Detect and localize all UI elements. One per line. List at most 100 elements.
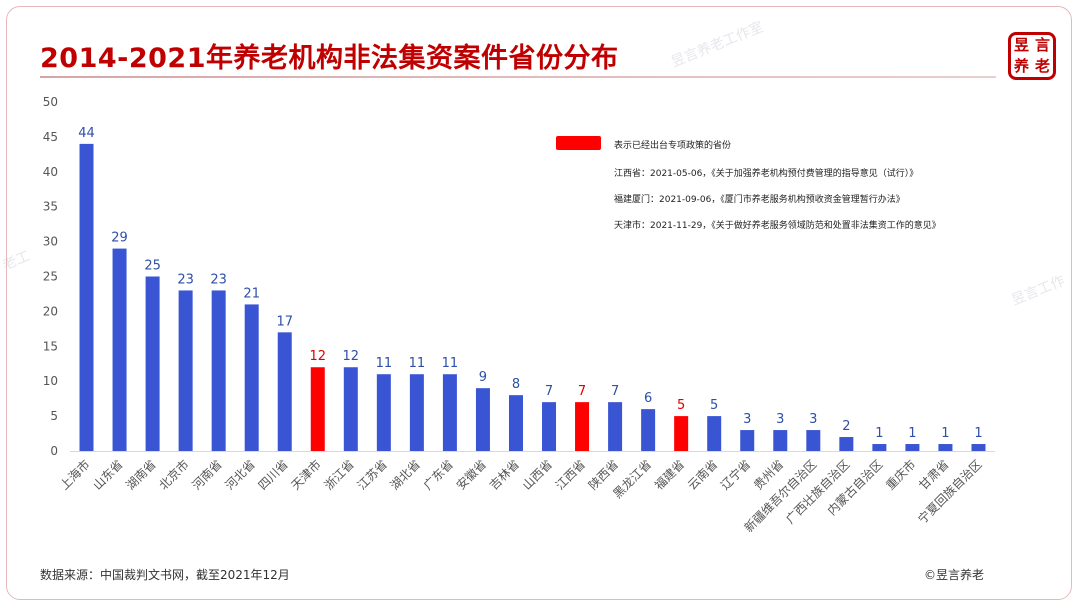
data-label: 44 [78, 126, 95, 141]
bar-天津市 [310, 367, 325, 451]
data-label: 7 [611, 384, 619, 399]
title-divider [40, 76, 996, 78]
data-label: 11 [409, 356, 426, 371]
data-label: 5 [710, 398, 718, 413]
x-tick-label: 湖南省 [123, 457, 159, 493]
data-label: 12 [309, 349, 326, 364]
slide-frame [6, 6, 1072, 600]
data-label: 5 [677, 398, 685, 413]
bar-甘肃省 [938, 444, 953, 451]
data-label: 11 [442, 356, 459, 371]
x-tick-label: 上海市 [57, 457, 93, 493]
data-label: 1 [941, 426, 949, 441]
bar-河南省 [211, 290, 226, 451]
data-source: 数据来源：中国裁判文书网，截至2021年12月 [40, 568, 290, 582]
bar-山东省 [112, 248, 127, 451]
seal-char: 言 [1034, 36, 1050, 54]
x-tick-label: 辽宁省 [717, 457, 753, 493]
bar-广东省 [442, 374, 457, 451]
data-label: 1 [908, 426, 916, 441]
bar-重庆市 [905, 444, 920, 451]
x-tick-label: 山东省 [90, 457, 125, 492]
bar-内蒙古自治区 [872, 444, 887, 451]
x-tick-label: 天津市 [288, 457, 324, 493]
bar-江苏省 [376, 374, 391, 451]
x-tick-label: 江西省 [553, 457, 588, 492]
bar-上海市 [79, 143, 94, 451]
y-tick-label: 40 [43, 165, 58, 179]
bar-安徽省 [475, 388, 490, 451]
x-tick-label: 湖北省 [387, 457, 423, 493]
y-tick-label: 20 [43, 304, 58, 318]
data-label: 7 [545, 384, 553, 399]
data-label: 23 [177, 272, 194, 287]
y-tick-label: 30 [43, 235, 58, 249]
x-tick-label: 广东省 [421, 457, 456, 492]
data-label: 17 [276, 314, 293, 329]
policy-note-jiangxi: 江西省：2021-05-06，《关于加强养老机构预付费管理的指导意见（试行）》 [614, 169, 919, 179]
x-tick-label: 四川省 [255, 457, 290, 492]
bar-吉林省 [508, 395, 523, 451]
bar-陕西省 [608, 402, 623, 451]
data-label: 3 [776, 412, 784, 427]
bar-浙江省 [343, 367, 358, 451]
seal-char: 养 [1013, 57, 1029, 75]
x-tick-label: 安徽省 [453, 457, 489, 493]
x-tick-label: 江苏省 [355, 457, 390, 492]
data-label: 1 [974, 426, 982, 441]
policy-note-tianjin: 天津市：2021-11-29，《关于做好养老服务领域防范和处置非法集资工作的意见… [614, 221, 941, 231]
legend-swatch [556, 136, 601, 150]
y-tick-label: 15 [43, 339, 58, 353]
bar-广西壮族自治区 [839, 437, 854, 451]
x-tick-label: 浙江省 [322, 457, 357, 492]
data-label: 29 [111, 231, 128, 246]
data-label: 2 [842, 419, 850, 434]
data-label: 12 [343, 349, 360, 364]
x-tick-label: 山西省 [520, 457, 555, 492]
copyright: ©昱言养老 [923, 568, 984, 582]
y-tick-label: 0 [50, 444, 58, 458]
y-tick-label: 5 [50, 409, 58, 423]
data-label: 1 [875, 426, 883, 441]
bar-福建省 [674, 416, 689, 451]
bar-山西省 [542, 402, 557, 451]
bar-河北省 [244, 304, 259, 451]
data-label: 23 [210, 272, 227, 287]
brand-seal-logo: 昱 言 养 老 [1008, 32, 1056, 80]
x-tick-label: 河南省 [189, 457, 225, 493]
page-title: 2014-2021年养老机构非法集资案件省份分布 [40, 43, 619, 74]
x-tick-label: 吉林省 [487, 457, 522, 492]
data-label: 11 [376, 356, 393, 371]
bar-黑龙江省 [641, 409, 656, 451]
x-tick-label: 福建省 [651, 457, 687, 493]
data-label: 3 [809, 412, 817, 427]
bar-湖南省 [145, 276, 160, 451]
bar-湖北省 [409, 374, 424, 451]
data-label: 25 [144, 259, 161, 274]
bar-新疆维吾尔自治区 [806, 430, 821, 451]
data-label: 8 [512, 377, 520, 392]
seal-char: 昱 [1013, 36, 1029, 54]
seal-char: 老 [1034, 57, 1050, 75]
bar-贵州省 [773, 430, 788, 451]
data-label: 3 [743, 412, 751, 427]
x-tick-label: 重庆市 [882, 457, 918, 493]
bar-江西省 [575, 402, 590, 451]
policy-note-xiamen: 福建厦门：2021-09-06，《厦门市养老服务机构预收资金管理暂行办法》 [614, 195, 905, 205]
bar-辽宁省 [740, 430, 755, 451]
y-tick-label: 35 [43, 200, 58, 214]
y-tick-label: 50 [43, 95, 58, 109]
y-tick-label: 25 [43, 270, 58, 284]
legend-label: 表示已经出台专项政策的省份 [614, 141, 732, 151]
data-label: 7 [578, 384, 586, 399]
x-tick-label: 云南省 [684, 457, 720, 493]
x-tick-label: 北京市 [156, 457, 192, 493]
bar-四川省 [277, 332, 292, 451]
bar-北京市 [178, 290, 193, 451]
data-label: 6 [644, 391, 652, 406]
data-label: 9 [479, 370, 487, 385]
x-tick-label: 河北省 [222, 457, 257, 492]
y-tick-label: 10 [43, 374, 58, 388]
y-tick-label: 45 [43, 130, 58, 144]
